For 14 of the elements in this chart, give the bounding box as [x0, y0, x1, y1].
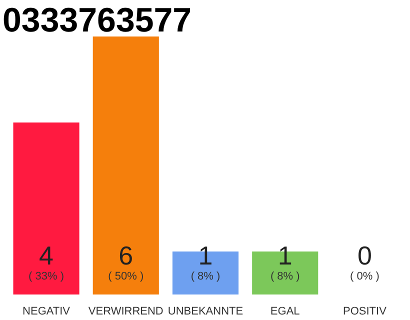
annotation: ( 8% )	[270, 270, 300, 282]
data-label: 4	[39, 240, 54, 270]
x-tick-label: NEGATIV	[22, 306, 71, 318]
x-tick-label: VERWIRREND	[88, 306, 164, 318]
annotation: ( 50% )	[108, 270, 144, 282]
x-tick-label: UNBEKANNTE	[168, 306, 244, 318]
x-tick-label: POSITIV	[343, 306, 388, 318]
x-tick-label: EGAL	[270, 306, 300, 318]
annotation: ( 8% )	[190, 270, 220, 282]
chart-title: 0333763577	[2, 2, 192, 40]
data-label: 0	[357, 240, 372, 270]
annotation: ( 0% )	[350, 270, 380, 282]
annotation: ( 33% )	[28, 270, 64, 282]
data-label: 6	[118, 240, 134, 270]
